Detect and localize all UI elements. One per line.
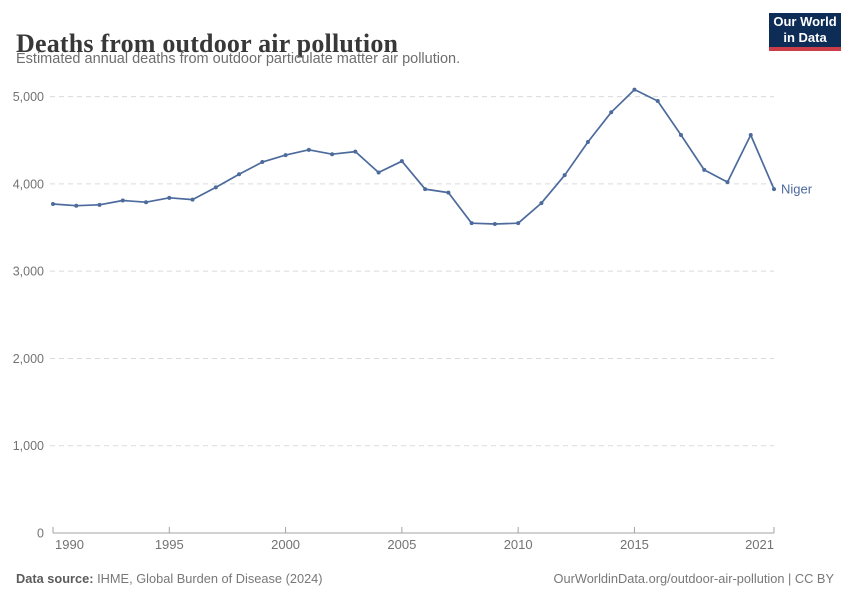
data-source-note: Data source: IHME, Global Burden of Dise… <box>16 571 323 586</box>
owid-logo-line2: in Data <box>783 30 827 45</box>
data-point-2007 <box>446 190 451 195</box>
page-title: Deaths from outdoor air pollution <box>16 29 399 59</box>
data-point-2020 <box>748 133 753 138</box>
data-point-1999 <box>260 160 265 165</box>
data-point-2005 <box>399 159 404 164</box>
data-point-1996 <box>190 197 195 202</box>
data-point-2002 <box>330 152 335 157</box>
x-axis-label-1995: 1995 <box>155 537 184 552</box>
data-point-2000 <box>283 153 288 158</box>
data-point-2012 <box>562 173 567 178</box>
y-axis-label-5000: 5,000 <box>13 90 44 104</box>
x-axis-label-2010: 2010 <box>504 537 533 552</box>
data-point-1998 <box>237 172 242 177</box>
y-axis-label-1000: 1,000 <box>13 439 44 453</box>
data-point-2010 <box>516 221 521 226</box>
chart-footer: Data source: IHME, Global Burden of Dise… <box>16 571 834 586</box>
x-axis-label-2015: 2015 <box>620 537 649 552</box>
data-point-2011 <box>539 201 544 206</box>
data-source-label: Data source: <box>16 571 94 586</box>
series-label-niger[interactable]: Niger <box>781 182 813 197</box>
chart-subtitle: Estimated annual deaths from outdoor par… <box>16 51 461 67</box>
data-point-2019 <box>725 180 730 185</box>
data-point-2009 <box>492 222 497 227</box>
data-point-2017 <box>678 133 683 138</box>
data-point-2004 <box>376 170 381 175</box>
owid-logo-line1: Our World <box>773 14 837 30</box>
y-axis-label-4000: 4,000 <box>13 177 44 191</box>
x-axis-label-2021: 2021 <box>745 537 774 552</box>
data-point-2008 <box>469 221 474 226</box>
data-point-1993 <box>120 198 125 203</box>
data-point-2003 <box>353 149 358 154</box>
data-point-1995 <box>167 195 172 200</box>
x-axis-label-2005: 2005 <box>387 537 416 552</box>
x-axis-label-1990: 1990 <box>55 537 84 552</box>
data-point-2006 <box>423 187 428 192</box>
owid-logo[interactable]: Our World in Data <box>769 13 841 51</box>
data-point-2018 <box>702 167 707 172</box>
data-point-2014 <box>609 110 614 115</box>
series-line-niger <box>52 88 775 225</box>
y-axis-label-2000: 2,000 <box>13 352 44 366</box>
data-source-text: IHME, Global Burden of Disease (2024) <box>93 571 323 586</box>
data-point-2015 <box>632 87 637 92</box>
credit-link[interactable]: OurWorldinData.org/outdoor-air-pollution… <box>553 571 834 586</box>
data-point-2016 <box>655 98 660 103</box>
data-point-1992 <box>97 202 102 207</box>
y-axis-label-0: 0 <box>37 527 44 541</box>
data-point-1991 <box>74 203 79 208</box>
data-point-1997 <box>213 185 218 190</box>
y-axis-label-3000: 3,000 <box>13 265 44 279</box>
data-point-1990 <box>51 201 55 206</box>
data-point-2001 <box>306 147 311 152</box>
data-point-2013 <box>585 139 590 144</box>
data-point-2021 <box>772 187 776 192</box>
data-point-1994 <box>144 200 149 205</box>
x-axis-label-2000: 2000 <box>271 537 300 552</box>
